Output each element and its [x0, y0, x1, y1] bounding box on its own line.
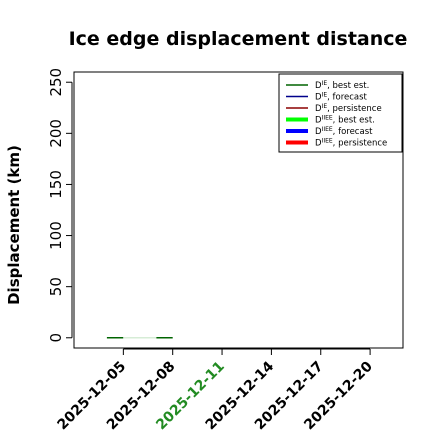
legend-entry-suffix: , best est.: [327, 81, 369, 91]
chart-title: Ice edge displacement distance: [69, 28, 408, 50]
legend-entry-suffix: , persistence: [333, 139, 388, 149]
legend-entry-suffix: , best est.: [333, 116, 375, 126]
legend-entry-superscript: IIEE: [322, 115, 333, 122]
legend-entry: DIIEE, persistence: [315, 138, 387, 149]
legend-entry-symbol: D: [315, 116, 322, 126]
legend-entry: DIIEE, best est.: [315, 115, 375, 126]
legend-entry-suffix: , forecast: [327, 93, 367, 103]
legend-entry: DIE, forecast: [315, 92, 368, 103]
y-tick-label: 50: [47, 277, 65, 296]
legend-entry-superscript: IE: [322, 103, 328, 110]
y-tick-label: 200: [47, 119, 65, 148]
legend-entry-suffix: , persistence: [327, 104, 382, 114]
legend-box: [278, 73, 403, 153]
x-axis: 2025-12-052025-12-082025-12-112025-12-14…: [55, 348, 376, 433]
y-axis: 0 50 100 150 200 250: [47, 68, 73, 343]
legend-entry-symbol: D: [315, 127, 322, 137]
legend-entry-symbol: D: [315, 139, 322, 149]
y-tick-label: 0: [47, 333, 65, 343]
legend-entry-symbol: D: [315, 81, 322, 91]
y-tick-label: 100: [47, 221, 65, 250]
legend-entry-superscript: IE: [322, 80, 328, 87]
legend-entry-suffix: , forecast: [333, 127, 373, 137]
legend-entry-superscript: IE: [322, 92, 328, 99]
legend-entry-symbol: D: [315, 93, 322, 103]
legend-entry: DIIEE, forecast: [315, 126, 373, 137]
legend-entry: DIE, best est.: [315, 80, 369, 91]
plot-area-frame: [73, 71, 404, 349]
legend-entry: DIE, persistence: [315, 103, 382, 114]
y-tick-label: 150: [47, 170, 65, 199]
legend-entry-superscript: IIEE: [322, 138, 333, 145]
y-tick-label: 250: [47, 68, 65, 97]
legend-entry-superscript: IIEE: [322, 126, 333, 133]
legend-entry-symbol: D: [315, 104, 322, 114]
y-axis-label: Displacement (km): [5, 145, 23, 305]
